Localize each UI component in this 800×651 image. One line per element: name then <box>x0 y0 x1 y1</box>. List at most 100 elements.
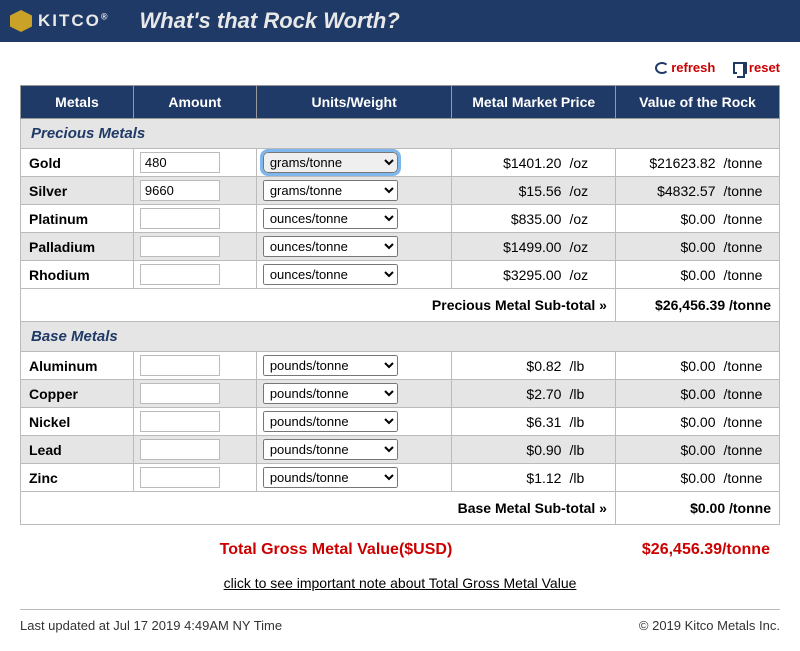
price-unit: /oz <box>565 233 615 261</box>
table-row: Silvergrams/tonneounces/tonnepounds/tonn… <box>21 177 780 205</box>
market-price: $1499.00 <box>452 233 566 261</box>
market-price: $0.90 <box>452 436 566 464</box>
metal-name: Aluminum <box>21 352 134 380</box>
note-link-row: click to see important note about Total … <box>20 567 780 609</box>
market-price: $0.82 <box>452 352 566 380</box>
rock-value: $4832.57 <box>615 177 719 205</box>
units-select[interactable]: grams/tonneounces/tonnepounds/tonne <box>263 208 398 229</box>
amount-input[interactable] <box>140 236 220 257</box>
units-cell: grams/tonneounces/tonnepounds/tonne <box>256 436 452 464</box>
units-select[interactable]: grams/tonneounces/tonnepounds/tonne <box>263 467 398 488</box>
price-unit: /oz <box>565 149 615 177</box>
action-bar: refresh reset <box>20 54 780 85</box>
subtotal-label: Precious Metal Sub-total » <box>21 289 616 322</box>
table-row: Gold grams/tonneounces/tonnepounds/tonne $… <box>21 149 780 177</box>
amount-cell <box>133 233 256 261</box>
amount-input[interactable] <box>140 264 220 285</box>
amount-cell <box>133 464 256 492</box>
amount-input[interactable] <box>140 411 220 432</box>
value-unit: /tonne <box>720 177 780 205</box>
section-header-precious: Precious Metals <box>21 119 780 149</box>
total-row: Total Gross Metal Value($USD) $26,456.39… <box>20 525 780 567</box>
rock-value: $0.00 <box>615 464 719 492</box>
amount-input[interactable] <box>140 208 220 229</box>
amount-cell <box>133 149 256 177</box>
price-unit: /lb <box>565 464 615 492</box>
copyright: © 2019 Kitco Metals Inc. <box>639 618 780 633</box>
amount-cell <box>133 380 256 408</box>
amount-cell <box>133 261 256 289</box>
total-value: $26,456.39/tonne <box>642 541 770 559</box>
market-price: $835.00 <box>452 205 566 233</box>
refresh-button[interactable]: refresh <box>655 60 715 75</box>
col-value: Value of the Rock <box>615 86 779 119</box>
table-row: Palladiumgrams/tonneounces/tonnepounds/t… <box>21 233 780 261</box>
table-header-row: Metals Amount Units/Weight Metal Market … <box>21 86 780 119</box>
units-cell: grams/tonneounces/tonnepounds/tonne <box>256 408 452 436</box>
amount-input[interactable] <box>140 355 220 376</box>
rock-value: $0.00 <box>615 408 719 436</box>
units-cell: grams/tonneounces/tonnepounds/tonne <box>256 352 452 380</box>
units-select[interactable]: grams/tonneounces/tonnepounds/tonne <box>263 152 398 173</box>
table-row: Nickel grams/tonneounces/tonnepounds/tonn… <box>21 408 780 436</box>
value-unit: /tonne <box>720 352 780 380</box>
amount-cell <box>133 352 256 380</box>
units-select[interactable]: grams/tonneounces/tonnepounds/tonne <box>263 439 398 460</box>
table-row: Copper grams/tonneounces/tonnepounds/tonn… <box>21 380 780 408</box>
units-select[interactable]: grams/tonneounces/tonnepounds/tonne <box>263 411 398 432</box>
amount-input[interactable] <box>140 467 220 488</box>
units-select[interactable]: grams/tonneounces/tonnepounds/tonne <box>263 180 398 201</box>
section-header-label: Base Metals <box>21 322 780 352</box>
metal-name: Copper <box>21 380 134 408</box>
col-amount: Amount <box>133 86 256 119</box>
metal-name: Nickel <box>21 408 134 436</box>
metal-name: Gold <box>21 149 134 177</box>
units-select[interactable]: grams/tonneounces/tonnepounds/tonne <box>263 236 398 257</box>
units-select[interactable]: grams/tonneounces/tonnepounds/tonne <box>263 264 398 285</box>
brand-name: KITCO® <box>38 11 110 31</box>
amount-input[interactable] <box>140 152 220 173</box>
value-unit: /tonne <box>720 205 780 233</box>
units-cell: grams/tonneounces/tonnepounds/tonne <box>256 233 452 261</box>
col-units: Units/Weight <box>256 86 452 119</box>
rock-value: $0.00 <box>615 380 719 408</box>
last-updated: Last updated at Jul 17 2019 4:49AM NY Ti… <box>20 618 282 633</box>
subtotal-base: Base Metal Sub-total »$0.00 /tonne <box>21 492 780 525</box>
subtotal-label: Base Metal Sub-total » <box>21 492 616 525</box>
reset-icon <box>733 62 747 74</box>
col-metals: Metals <box>21 86 134 119</box>
amount-cell <box>133 408 256 436</box>
units-select[interactable]: grams/tonneounces/tonnepounds/tonne <box>263 383 398 404</box>
market-price: $3295.00 <box>452 261 566 289</box>
value-unit: /tonne <box>720 261 780 289</box>
metal-name: Platinum <box>21 205 134 233</box>
app-header: KITCO® What's that Rock Worth? <box>0 0 800 42</box>
col-price: Metal Market Price <box>452 86 616 119</box>
rock-value: $0.00 <box>615 261 719 289</box>
market-price: $1401.20 <box>452 149 566 177</box>
metals-table: Metals Amount Units/Weight Metal Market … <box>20 85 780 525</box>
amount-input[interactable] <box>140 439 220 460</box>
amount-input[interactable] <box>140 383 220 404</box>
table-row: Platinum grams/tonneounces/tonnepounds/to… <box>21 205 780 233</box>
price-unit: /lb <box>565 436 615 464</box>
market-price: $2.70 <box>452 380 566 408</box>
price-unit: /oz <box>565 177 615 205</box>
reset-button[interactable]: reset <box>733 60 780 75</box>
amount-cell <box>133 205 256 233</box>
amount-input[interactable] <box>140 180 220 201</box>
note-link[interactable]: click to see important note about Total … <box>224 575 577 591</box>
market-price: $1.12 <box>452 464 566 492</box>
price-unit: /oz <box>565 261 615 289</box>
table-row: Zinc grams/tonneounces/tonnepounds/tonne $… <box>21 464 780 492</box>
section-header-base: Base Metals <box>21 322 780 352</box>
units-select[interactable]: grams/tonneounces/tonnepounds/tonne <box>263 355 398 376</box>
rock-value: $0.00 <box>615 205 719 233</box>
brand-logo: KITCO® <box>10 10 110 32</box>
metal-name: Zinc <box>21 464 134 492</box>
units-cell: grams/tonneounces/tonnepounds/tonne <box>256 261 452 289</box>
rock-value: $0.00 <box>615 436 719 464</box>
metal-name: Rhodium <box>21 261 134 289</box>
rock-value: $21623.82 <box>615 149 719 177</box>
market-price: $15.56 <box>452 177 566 205</box>
